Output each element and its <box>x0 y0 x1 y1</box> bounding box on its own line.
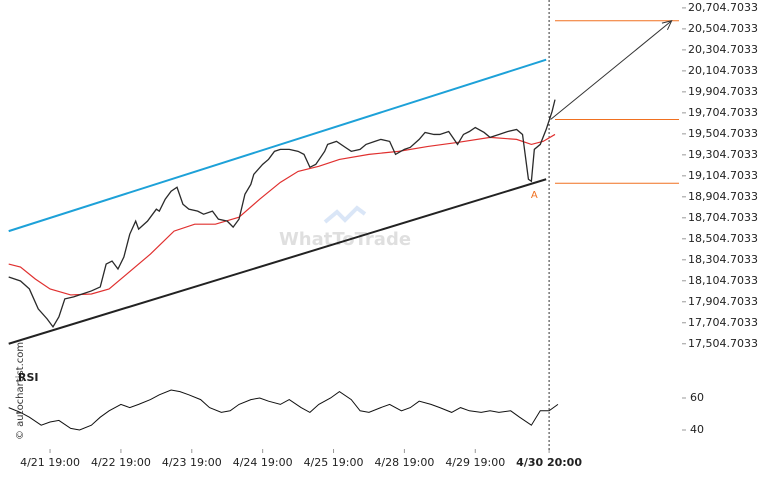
y-tick-label: 18,904.7033 <box>688 190 758 203</box>
y-tick-label: 17,504.7033 <box>688 337 758 350</box>
credit: © autochartist.com <box>15 342 26 440</box>
y-tick-label: 20,304.7033 <box>688 43 758 56</box>
y-tick-label: 17,704.7033 <box>688 316 758 329</box>
series-line <box>8 58 547 233</box>
arrow-head <box>661 20 673 31</box>
rsi-tick-label: 60 <box>690 391 704 404</box>
rsi-tick-label: 40 <box>690 423 704 436</box>
annotation: A <box>531 190 538 201</box>
y-tick-label: 20,104.7033 <box>688 64 758 77</box>
rsi-line <box>8 389 559 431</box>
y-tick-label: 19,904.7033 <box>688 85 758 98</box>
x-tick-label: 4/30 20:00 <box>516 456 582 469</box>
y-tick-label: 18,304.7033 <box>688 253 758 266</box>
y-tick-label: 18,104.7033 <box>688 274 758 287</box>
y-tick-label: 19,104.7033 <box>688 169 758 182</box>
x-tick-label: 4/24 19:00 <box>233 456 293 469</box>
x-tick-label: 4/25 19:00 <box>304 456 364 469</box>
y-tick-label: 19,704.7033 <box>688 106 758 119</box>
y-tick-label: 20,504.7033 <box>688 22 758 35</box>
watermark: WhatToTrade <box>279 205 411 250</box>
y-tick-label: 18,504.7033 <box>688 232 758 245</box>
y-tick-label: 18,704.7033 <box>688 211 758 224</box>
watermark-text: WhatToTrade <box>279 229 411 250</box>
y-tick-label: 20,704.7033 <box>688 1 758 14</box>
y-tick-label: 19,504.7033 <box>688 127 758 140</box>
series-line <box>8 99 556 329</box>
x-tick-label: 4/23 19:00 <box>162 456 222 469</box>
rsi-label: RSI <box>18 371 39 384</box>
x-tick-label: 4/28 19:00 <box>374 456 434 469</box>
x-tick-label: 4/21 19:00 <box>20 456 80 469</box>
watermark-logo <box>323 205 367 224</box>
series-line <box>8 133 556 296</box>
y-tick-label: 17,904.7033 <box>688 295 758 308</box>
series-line <box>8 178 547 345</box>
arrow <box>550 20 672 120</box>
x-tick-label: 4/29 19:00 <box>445 456 505 469</box>
x-tick-label: 4/22 19:00 <box>91 456 151 469</box>
y-tick-label: 19,304.7033 <box>688 148 758 161</box>
